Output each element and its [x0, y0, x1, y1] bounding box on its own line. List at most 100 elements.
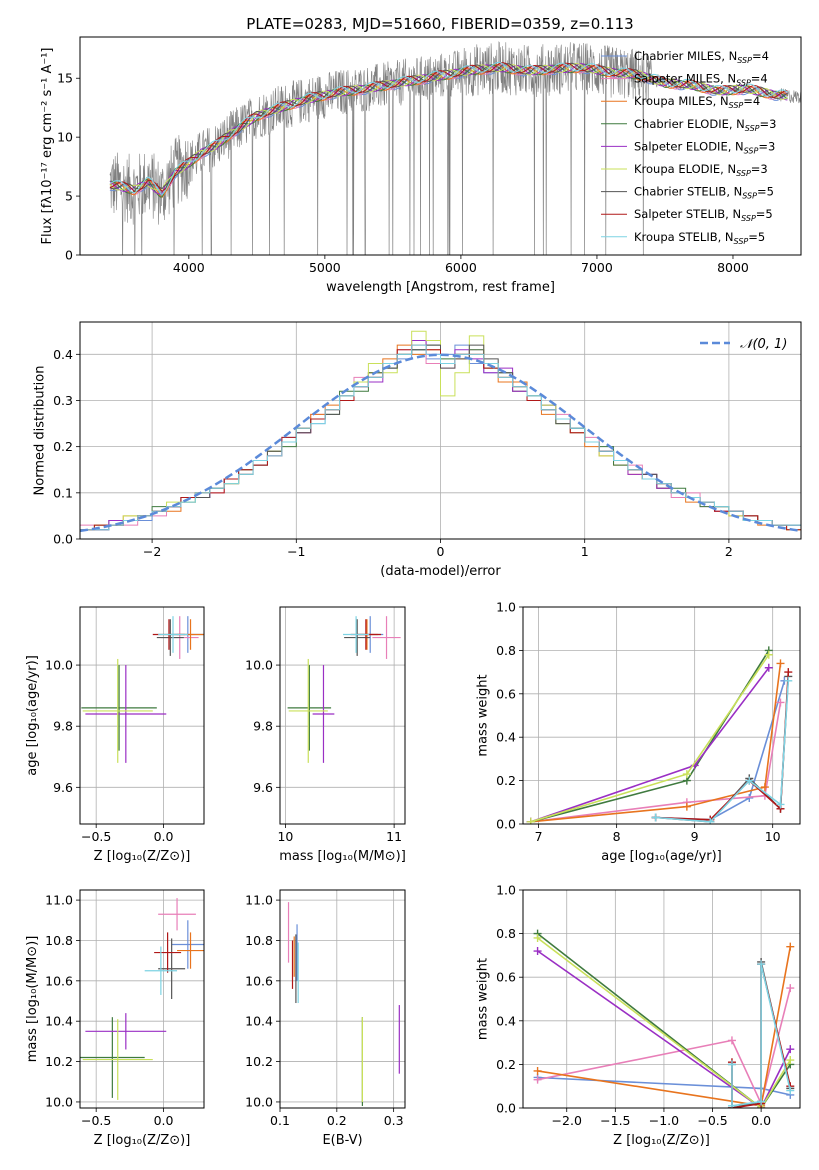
errorbar-point: [156, 619, 184, 656]
x-tick-label: 8000: [717, 260, 749, 275]
axes-mass_vs_EBV: 0.1 0.2 0.3 10.0 10.2 10.4 10.6 10.8 11.0 E(B-V): [245, 889, 406, 1148]
legend-label: Salpeter ELODIE, NSSP=3: [634, 139, 775, 155]
y-axis-label: Flux [fλ10⁻¹⁷ erg cm⁻² s⁻¹ A⁻¹]: [40, 48, 55, 245]
axes-frame: [79, 606, 205, 825]
plus-marker: [784, 668, 793, 677]
y-tick-label: 0.8: [496, 643, 516, 658]
y-tick-label: 10.0: [45, 658, 73, 673]
x-tick-label: 9: [691, 829, 699, 844]
axes-age_vs_Z: −0.5 0.0 9.6 9.8 10.0 Z [log₁₀(Z/Z⊙)] age [log…: [25, 606, 205, 864]
errorbar-point: [82, 1019, 153, 1100]
errorbar-point: [171, 920, 204, 969]
x-tick-label: 0: [437, 544, 445, 559]
y-tick-label: 0.3: [53, 393, 73, 408]
axes-frame: [79, 889, 205, 1109]
x-tick-label: 10: [765, 829, 781, 844]
y-tick-label: 10: [57, 130, 73, 145]
x-axis-label: Z [log₁₀(Z/Z⊙)]: [94, 849, 191, 864]
legend-label: Chabrier STELIB, NSSP=5: [634, 185, 774, 201]
y-tick-label: 0.0: [496, 1101, 516, 1116]
y-axis-label: age [log₁₀(age/yr)]: [25, 655, 40, 776]
x-tick-label: −2.0: [552, 1113, 582, 1128]
x-axis-label: wavelength [Angstrom, rest frame]: [326, 280, 555, 295]
plot-area: [533, 929, 795, 1108]
legend-label: Salpeter MILES, NSSP=4: [634, 72, 768, 88]
y-tick-label: 9.6: [253, 780, 273, 795]
plus-marker: [533, 933, 542, 942]
errorbar-point: [158, 616, 188, 653]
y-tick-label: 10.0: [245, 658, 273, 673]
errorbar-point: [158, 898, 196, 931]
mass-weight-line: [530, 663, 782, 823]
plus-marker: [533, 1066, 542, 1075]
plus-marker: [727, 1036, 736, 1045]
y-tick-label: 1.0: [496, 883, 516, 898]
y-tick-label: 0.2: [496, 773, 516, 788]
plus-marker: [786, 1056, 795, 1065]
x-tick-label: 2: [725, 544, 733, 559]
mass-weight-line: [731, 963, 792, 1107]
y-tick-label: 0.0: [496, 817, 516, 832]
mass-weight-line: [537, 937, 791, 1108]
y-tick-label: 9.8: [253, 719, 273, 734]
y-axis-label: mass [log₁₀(M/M⊙)]: [25, 936, 40, 1063]
x-tick-label: 7000: [581, 260, 613, 275]
y-tick-label: 11.0: [45, 893, 73, 908]
y-tick-label: 10.6: [245, 973, 273, 988]
axes-frame: [279, 889, 406, 1109]
plot-area: [287, 616, 401, 763]
x-axis-label: mass [log₁₀(M/M⊙)]: [279, 849, 406, 864]
x-axis-label: E(B-V): [322, 1133, 362, 1148]
plus-marker: [757, 1097, 766, 1106]
y-tick-label: 9.6: [53, 780, 73, 795]
y-tick-label: 1.0: [496, 600, 516, 615]
errorbar-point: [85, 1013, 167, 1050]
plot-area: [80, 898, 204, 1100]
axes-mass_vs_Z: −0.5 0.0 10.0 10.2 10.4 10.6 10.8 11.0 Z [log₁₀(…: [25, 889, 205, 1148]
legend-label: Kroupa ELODIE, NSSP=3: [634, 162, 768, 178]
x-axis-label: age [log₁₀(age/yr)]: [601, 849, 722, 864]
x-tick-label: 0.0: [751, 1113, 771, 1128]
errorbar-point: [81, 665, 157, 751]
mass-weight-line: [655, 680, 790, 823]
x-tick-label: 0.0: [154, 829, 174, 844]
y-tick-label: 0.0: [53, 532, 73, 547]
x-axis-label: (data-model)/error: [380, 564, 501, 579]
errorbar-point: [288, 658, 328, 763]
x-axis-label: Z [log₁₀(Z/Z⊙)]: [94, 1133, 191, 1148]
y-tick-label: 10.4: [45, 1014, 73, 1029]
plot-area: [287, 902, 400, 1106]
plus-marker: [776, 698, 785, 707]
mass-weight-line: [537, 950, 792, 1108]
x-tick-label: 4000: [173, 260, 205, 275]
errorbar-point: [85, 665, 167, 763]
plot-area: [80, 330, 801, 539]
axes-spectrum: 4000 5000 6000 7000 8000 0 5 10 15 wavelength [An…: [40, 36, 802, 295]
legend-label: Chabrier MILES, NSSP=4: [634, 49, 769, 65]
plus-marker: [784, 676, 793, 685]
plus-marker: [786, 1086, 795, 1095]
y-tick-label: 0.6: [496, 686, 516, 701]
y-tick-label: 10.4: [245, 1014, 273, 1029]
model-spectrum-line: [109, 62, 788, 191]
x-tick-label: −0.5: [81, 829, 111, 844]
axes-mass_weight_vs_age: 7 8 9 10 0.0 0.2 0.4 0.6 0.8 1.0 age [log₁₀(age/yr…: [476, 600, 801, 864]
y-tick-label: 10.8: [45, 933, 73, 948]
legend: Chabrier MILES, NSSP=4 Salpeter MILES, NS…: [601, 49, 776, 246]
plus-marker: [651, 813, 660, 822]
y-axis-label: mass weight: [476, 958, 491, 1040]
x-tick-label: 8: [613, 829, 621, 844]
legend-label: Chabrier ELODIE, NSSP=3: [634, 117, 776, 133]
axes-residuals: −2 −1 0 1 2 0.0 0.1 0.2 0.3 0.4 (data-model)/error…: [33, 321, 802, 579]
legend-label: Kroupa STELIB, NSSP=5: [634, 230, 765, 246]
x-tick-label: −0.5: [81, 1113, 111, 1128]
x-tick-label: 10: [277, 829, 293, 844]
plus-marker: [757, 960, 766, 969]
plus-marker: [706, 817, 715, 824]
plot-area: [81, 616, 204, 763]
x-tick-label: 0.2: [327, 1113, 347, 1128]
legend-label: 𝒩(0, 1): [740, 337, 787, 352]
axes-frame: [522, 889, 801, 1109]
axes-mass_weight_vs_Z: −2.0 −1.5 −1.0 −0.5 0.0 0.0 0.2 0.4 0.6 0.8 1.0 Z […: [476, 883, 801, 1148]
